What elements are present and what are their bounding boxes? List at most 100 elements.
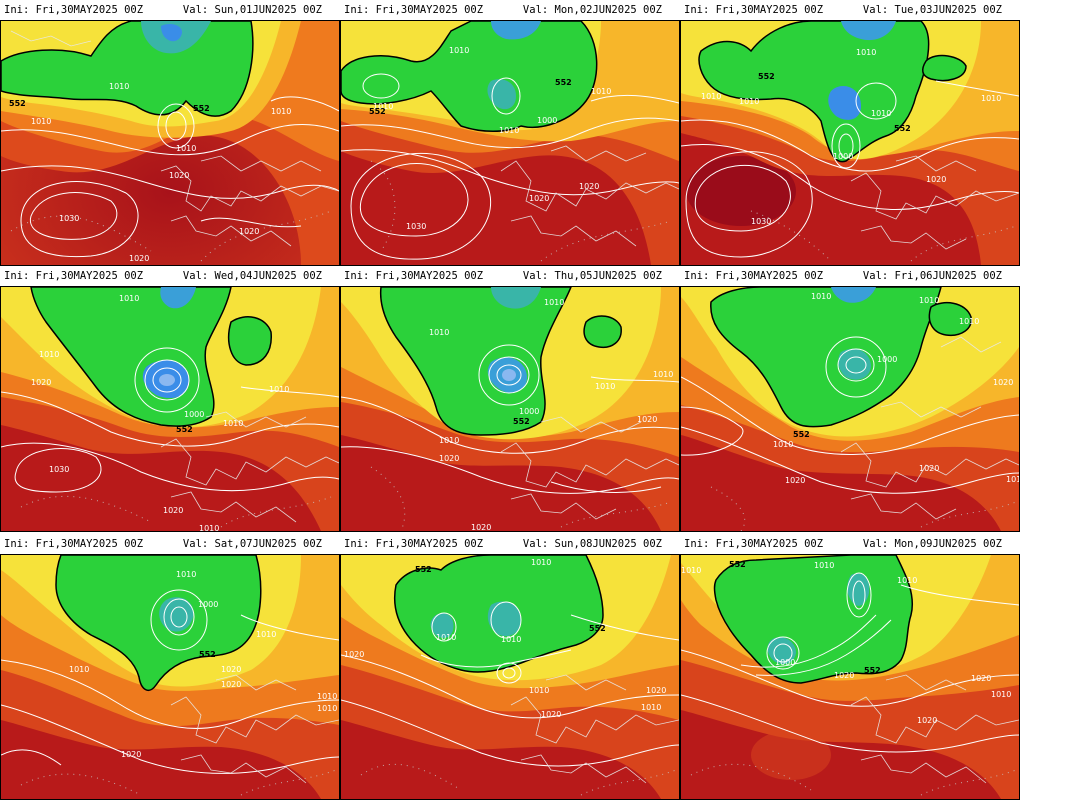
isobar-label: 1010 [856,48,876,57]
weather-map: 1010 1010 1010 1000 552 1010 1020 1020 1… [680,286,1020,532]
isobar-label: 1020 [439,454,459,463]
valid-time-label: Val: Sun,01JUN2025 00Z [182,4,322,16]
isobar-label: 1030 [751,217,771,226]
isobar-label: 1020 [637,415,657,424]
isobar-label: 1020 [993,378,1013,387]
geopotential-552-label: 552 [9,99,26,108]
forecast-panel-9: Ini: Fri,30MAY2025 00Z Val: Mon,09JUN2025… [680,534,1020,800]
isobar-label: 1010 [449,46,469,55]
geopotential-552-label: 552 [589,624,606,633]
isobar-label: 1000 [519,407,539,416]
isobar-label: 1020 [834,671,854,680]
geopotential-552-label: 552 [369,107,386,116]
isobar-label: 1010 [501,635,521,644]
geopotential-552-label: 552 [193,104,210,113]
isobar-label: 1010 [595,382,615,391]
isobar-label: 1010 [681,566,701,575]
init-time-label: Ini: Fri,30MAY2025 00Z [344,270,484,282]
isobar-label: 1010 [701,92,721,101]
isobar-label: 1010 [39,350,59,359]
isobar-label: 1010 [531,558,551,567]
isobar-label: 1020 [221,680,241,689]
init-time-label: Ini: Fri,30MAY2025 00Z [684,538,824,550]
isobar-label: 1010 [499,126,519,135]
isobar-label: 1020 [121,750,141,759]
forecast-panel-grid: Ini: Fri,30MAY2025 00Z Val: Sun,01JUN2025… [0,0,1020,800]
isobar-label: 1010 [739,97,759,106]
isobar-label: 1020 [917,716,937,725]
forecast-panel-7: Ini: Fri,30MAY2025 00Z Val: Sat,07JUN2025… [0,534,340,800]
valid-time-label: Val: Sun,08JUN2025 00Z [522,538,662,550]
isobar-label: 1030 [59,214,79,223]
isobar-label: 1020 [471,523,491,531]
weather-map: 1010 1010 552 1010 1000 552 1020 1030 10… [680,20,1020,266]
geopotential-552-label: 552 [176,425,193,434]
isobar-label: 1020 [344,650,364,659]
isobar-label: 1020 [971,674,991,683]
isobar-label: 1010 [199,524,219,531]
isobar-label: 1010 [981,94,1001,103]
isobar-label: 1020 [163,506,183,515]
geopotential-552-label: 552 [894,124,911,133]
isobar-label: 1000 [198,600,218,609]
geopotential-552-label: 552 [415,565,432,574]
weather-map: 1010 1010 1000 552 1010 1020 1010 1010 1… [340,286,680,532]
isobar-label: 1020 [646,686,666,695]
valid-time-label: Val: Wed,04JUN2025 00Z [182,270,322,282]
init-time-label: Ini: Fri,30MAY2025 00Z [684,4,824,16]
isobar-label: 1010 [811,292,831,301]
geopotential-552-label: 552 [758,72,775,81]
weather-map: 1010 1010 552 1010 1020 1030 1020 1020 1… [0,20,340,266]
isobar-label: 1010 [223,419,243,428]
isobar-label: 1010 [897,576,917,585]
isobar-label: 1020 [919,464,939,473]
valid-time-label: Val: Mon,09JUN2025 00Z [862,538,1002,550]
forecast-panel-3: Ini: Fri,30MAY2025 00Z Val: Tue,03JUN2025… [680,0,1020,266]
isobar-label: 1010 [373,102,393,111]
forecast-panel-1: Ini: Fri,30MAY2025 00Z Val: Sun,01JUN2025… [0,0,340,266]
geopotential-552-label: 552 [199,650,216,659]
forecast-panel-5: Ini: Fri,30MAY2025 00Z Val: Thu,05JUN2025… [340,266,680,532]
valid-time-label: Val: Fri,06JUN2025 00Z [862,270,1002,282]
isobar-label: 1010 [871,109,891,118]
valid-time-label: Val: Mon,02JUN2025 00Z [522,4,662,16]
isobar-label: 1020 [926,175,946,184]
isobar-label: 1010 [256,630,276,639]
isobar-label: 1010 [529,686,549,695]
isobar-label: 1010 [269,385,289,394]
isobar-label: 1010 [959,317,979,326]
isobar-label: 1020 [785,476,805,485]
isobar-label: 1020 [31,378,51,387]
weather-map: 552 1010 1010 1010 552 1020 1010 1020 10… [340,554,680,800]
weather-map: 1010 1010 1020 1000 552 1010 1030 1020 1… [0,286,340,532]
isobar-label: 1010 [814,561,834,570]
isobar-label: 1010 [653,370,673,379]
weather-map: 1010 1010 552 1010 1000 1010 1020 1030 1… [340,20,680,266]
isobar-label: 1020 [579,182,599,191]
isobar-label: 1010 [436,633,456,642]
isobar-label: 1010 [109,82,129,91]
isobar-label: 1010 [919,296,939,305]
isobar-label: 1010 [317,692,337,701]
isobar-label: 1030 [406,222,426,231]
init-time-label: Ini: Fri,30MAY2025 00Z [344,4,484,16]
init-time-label: Ini: Fri,30MAY2025 00Z [4,538,144,550]
isobar-label: 1010 [31,117,51,126]
isobar-label: 1020 [221,665,241,674]
isobar-label: 1000 [833,152,853,161]
forecast-panel-4: Ini: Fri,30MAY2025 00Z Val: Wed,04JUN2025… [0,266,340,532]
isobar-label: 1020 [169,171,189,180]
isobar-label: 1020 [129,254,149,263]
isobar-label: 1000 [184,410,204,419]
geopotential-552-label: 552 [729,560,746,569]
geopotential-552-label: 552 [793,430,810,439]
isobar-label: 1030 [49,465,69,474]
geopotential-552-label: 552 [864,666,881,675]
isobar-label: 1010 [176,570,196,579]
isobar-label: 1010 [439,436,459,445]
weather-map: 552 1010 1010 1000 1020 552 1020 1010 10… [680,554,1020,800]
isobar-label: 1020 [541,710,561,719]
isobar-label: 1010 [317,704,337,713]
isobar-label: 1010 [69,665,89,674]
weather-map: 1010 1000 1010 552 1020 1010 1020 1010 1… [0,554,340,800]
